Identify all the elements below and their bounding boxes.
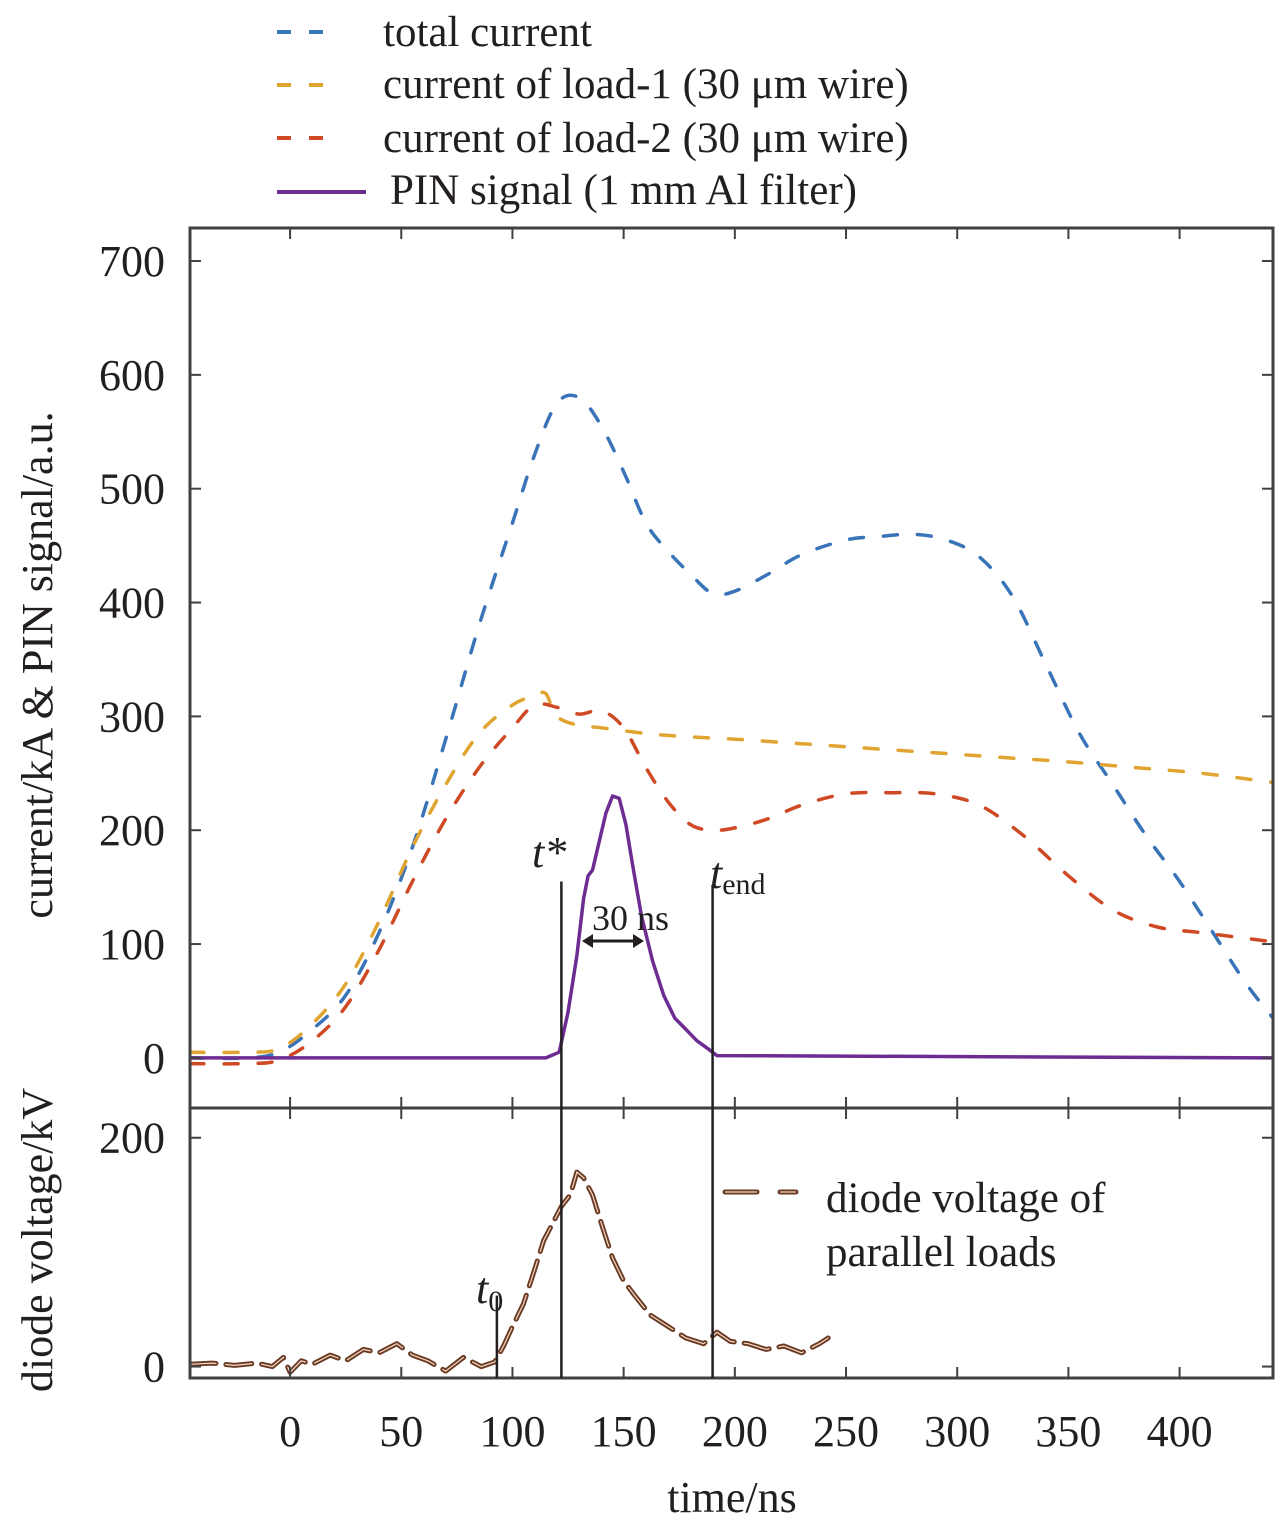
t-zero-label-main: t (476, 1264, 490, 1313)
diode-legend-line2: parallel loads (826, 1229, 1056, 1276)
t-zero-label-sub: 0 (488, 1285, 503, 1318)
y-tick-label-top-700: 700 (99, 237, 165, 286)
y-tick-label-top-600: 600 (99, 351, 165, 400)
x-axis-title: time/ns (667, 1473, 797, 1522)
y-axis-title-top: current/kA & PIN signal/a.u. (13, 411, 62, 918)
legend-label-total-current: total current (383, 9, 592, 56)
x-tick-label-0: 0 (279, 1407, 301, 1456)
y-tick-label-top-500: 500 (99, 465, 165, 514)
y-tick-label-bottom-0: 0 (143, 1343, 165, 1392)
time-markers (495, 881, 714, 1378)
x-tick-label-150: 150 (591, 1407, 657, 1456)
axis-ticks (190, 228, 1273, 1378)
series-line-pin-signal-1-mm-al-filter (190, 794, 1273, 1060)
diode-legend-line1: diode voltage of (826, 1175, 1106, 1222)
axes-frames (188, 226, 1275, 1380)
y-axis-title-bottom: diode voltage/kV (13, 1088, 62, 1392)
x-tick-label-200: 200 (702, 1407, 768, 1456)
legend-label-pin-signal: PIN signal (1 mm Al filter) (390, 167, 857, 214)
t-zero-label: t0 (476, 1264, 503, 1318)
legend-label-load-2: current of load-2 (30 μm wire) (383, 115, 909, 162)
t-end-label-sub: end (722, 868, 765, 901)
x-tick-label-50: 50 (379, 1407, 423, 1456)
y-tick-label-top-100: 100 (99, 920, 165, 969)
diode-legend: diode voltage of parallel loads (722, 1175, 1106, 1276)
series-bottom (190, 1169, 831, 1375)
series-line-total-current (190, 393, 1273, 1061)
series-line-current-of-load-2-30-m-wire (190, 701, 1273, 1066)
x-tick-label-300: 300 (924, 1407, 990, 1456)
x-tick-label-400: 400 (1147, 1407, 1213, 1456)
axes-frame-bottom (188, 1106, 1275, 1380)
y-tick-label-top-0: 0 (143, 1034, 165, 1083)
x-tick-label-100: 100 (479, 1407, 545, 1456)
legend: total current current of load-1 (30 μm w… (277, 9, 909, 214)
x-tick-label-350: 350 (1035, 1407, 1101, 1456)
legend-label-load-1: current of load-1 (30 μm wire) (383, 61, 909, 108)
y-tick-label-top-300: 300 (99, 692, 165, 741)
tick-labels: 0 50 100 150 200 250 300 350 400 0 100 200 300 400 500… (99, 237, 1213, 1456)
axes-frame-top (188, 226, 1275, 1110)
fwhm-label: 30 ns (592, 898, 669, 938)
t-end-label-main: t (710, 849, 724, 898)
y-tick-label-bottom-200: 200 (99, 1114, 165, 1163)
t-end-label: tend (710, 849, 766, 901)
fwhm-arrow (582, 934, 644, 948)
series-line-core-diode-voltage-of-parallel-loads (190, 1171, 829, 1374)
series-top (190, 393, 1273, 1066)
series-line-current-of-load-1-30-m-wire (190, 690, 1273, 1055)
y-tick-label-top-400: 400 (99, 579, 165, 628)
t-star-label: t* (532, 828, 566, 877)
y-tick-label-top-200: 200 (99, 806, 165, 855)
x-tick-label-250: 250 (813, 1407, 879, 1456)
